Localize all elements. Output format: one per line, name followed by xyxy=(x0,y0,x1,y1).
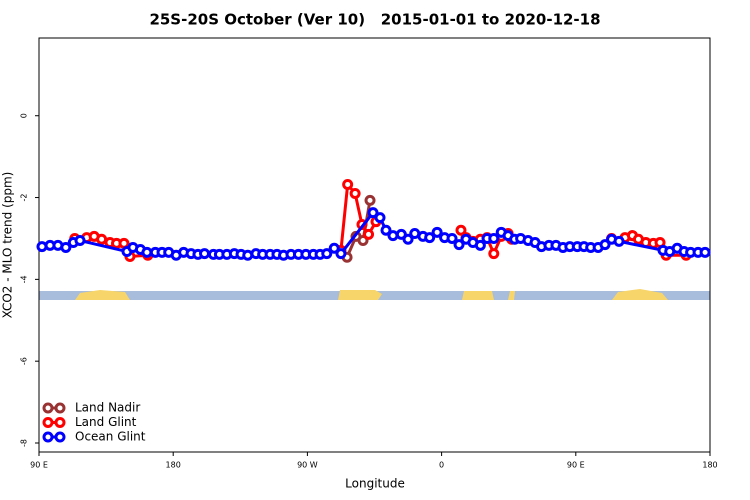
point xyxy=(74,235,86,246)
x-tick-label: 180 xyxy=(166,461,181,470)
point xyxy=(242,249,254,261)
legend-marker xyxy=(42,431,54,443)
point xyxy=(321,248,333,260)
point xyxy=(699,246,711,258)
land-ocean-strip xyxy=(39,289,710,300)
legend-marker xyxy=(42,402,54,414)
point xyxy=(446,232,458,244)
point xyxy=(335,248,347,260)
legend-label: Land Nadir xyxy=(75,401,140,415)
point xyxy=(363,228,375,240)
chart-title: 25S-20S October (Ver 10) 2015-01-01 to 2… xyxy=(149,11,600,29)
y-tick-label: -2 xyxy=(20,194,29,202)
point xyxy=(424,232,436,244)
point xyxy=(199,248,211,260)
point xyxy=(395,228,407,240)
point xyxy=(455,224,467,236)
land-patch xyxy=(75,290,130,300)
y-tick-label: -4 xyxy=(20,275,29,283)
point xyxy=(96,233,108,245)
y-tick-label: -8 xyxy=(20,439,29,447)
point xyxy=(387,230,399,242)
y-tick-label: -6 xyxy=(20,357,29,365)
x-tick-label: 180 xyxy=(702,461,717,470)
legend-marker xyxy=(54,402,66,414)
point xyxy=(488,232,500,244)
point xyxy=(402,233,414,245)
point xyxy=(328,242,340,254)
point xyxy=(60,241,72,253)
point xyxy=(364,194,376,206)
point xyxy=(374,212,386,224)
x-tick-label: 90 E xyxy=(567,461,585,470)
point xyxy=(488,248,500,260)
y-axis-label: XCO2 - MLO trend (ppm) xyxy=(1,172,15,319)
point xyxy=(380,224,392,236)
point xyxy=(342,178,354,190)
x-axis-label: Longitude xyxy=(345,477,405,491)
point xyxy=(349,187,361,199)
point xyxy=(141,246,153,258)
legend-marker xyxy=(42,417,54,428)
land-patch xyxy=(612,289,668,300)
point xyxy=(474,239,486,251)
land-patch xyxy=(508,291,515,300)
point xyxy=(431,226,443,238)
point xyxy=(453,239,465,251)
x-tick-label: 90 W xyxy=(297,461,318,470)
point xyxy=(613,235,625,247)
point xyxy=(367,207,379,219)
legend-marker xyxy=(54,417,66,428)
x-tick-label: 0 xyxy=(439,461,444,470)
point xyxy=(599,239,611,251)
legend-marker xyxy=(54,431,66,443)
legend-label: Land Glint xyxy=(75,415,137,429)
legend-label: Ocean Glint xyxy=(75,430,146,444)
land-patch xyxy=(462,291,494,300)
land-patch xyxy=(338,290,382,300)
x-tick-label: 90 E xyxy=(30,461,48,470)
y-tick-label: 0 xyxy=(20,113,29,118)
